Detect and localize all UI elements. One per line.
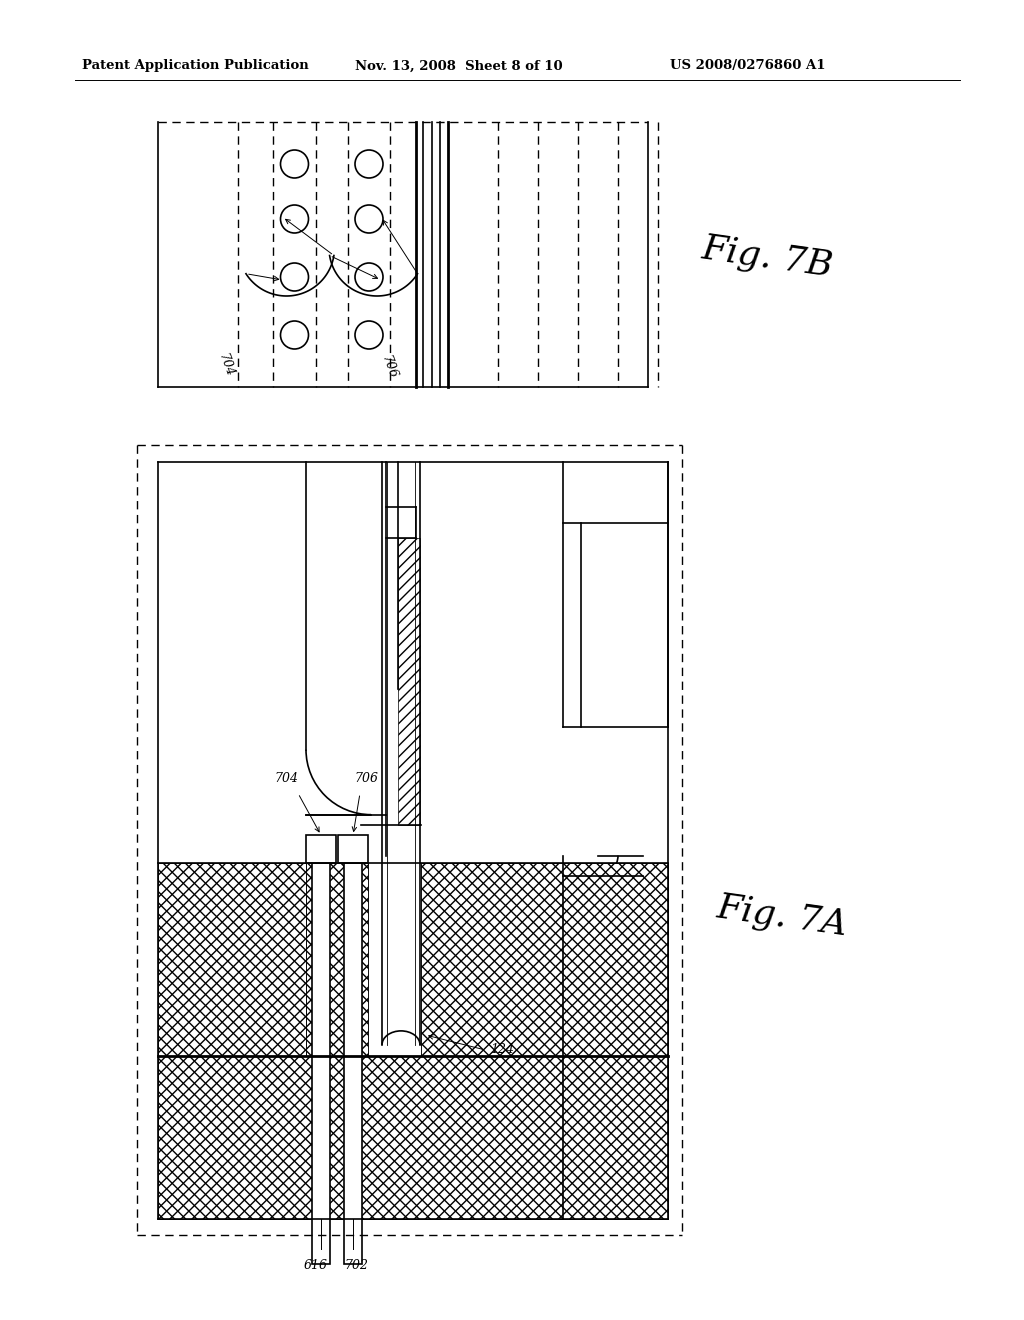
Bar	[421, 863, 668, 1056]
Bar	[344, 863, 362, 1265]
Text: 706: 706	[354, 772, 378, 785]
Bar	[398, 537, 420, 825]
Text: Fig. 7A: Fig. 7A	[715, 890, 850, 942]
Text: Fig. 7B: Fig. 7B	[700, 231, 836, 282]
Bar	[306, 863, 368, 1056]
Bar	[158, 863, 306, 1056]
Bar	[158, 1056, 668, 1218]
Text: US 2008/0276860 A1: US 2008/0276860 A1	[670, 59, 825, 73]
Bar	[158, 1056, 668, 1218]
Text: 124: 124	[490, 1043, 514, 1056]
Text: Patent Application Publication: Patent Application Publication	[82, 59, 309, 73]
Text: 702: 702	[344, 1259, 368, 1272]
Text: Nov. 13, 2008  Sheet 8 of 10: Nov. 13, 2008 Sheet 8 of 10	[355, 59, 562, 73]
Bar	[158, 863, 306, 1056]
Bar	[306, 863, 368, 1056]
Bar	[421, 863, 668, 1056]
Bar	[306, 836, 336, 863]
Text: 704: 704	[274, 772, 298, 785]
Bar	[312, 863, 330, 1265]
Bar	[338, 836, 368, 863]
Text: 704: 704	[216, 352, 237, 379]
Text: 706: 706	[379, 354, 399, 381]
Text: 616: 616	[304, 1259, 328, 1272]
